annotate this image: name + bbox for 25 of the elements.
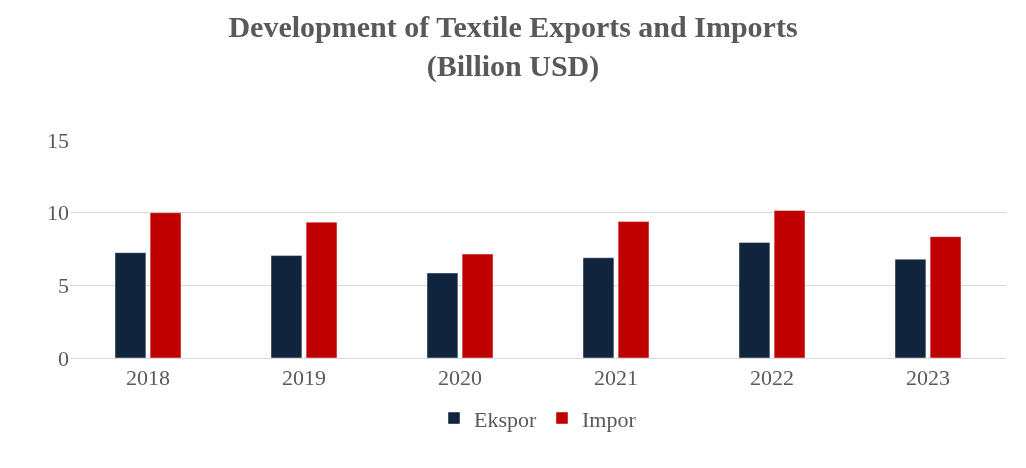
x-tick-label: 2018 <box>126 365 170 391</box>
bar <box>426 272 459 358</box>
y-tick-label: 15 <box>47 127 69 153</box>
y-tick-label: 10 <box>47 200 69 226</box>
bar <box>894 258 927 358</box>
y-tick-label: 0 <box>58 345 69 371</box>
legend-label: Impor <box>582 406 637 432</box>
chart-title: Development of Textile Exports and Imports (Billion USD) <box>228 10 798 84</box>
bar <box>929 236 962 358</box>
x-tick-label: 2019 <box>282 365 326 391</box>
x-tick-label: 2023 <box>906 365 950 391</box>
bar <box>305 221 338 358</box>
bar <box>773 210 806 358</box>
bar <box>149 212 182 358</box>
bar <box>582 257 615 358</box>
y-tick-label: 5 <box>58 273 69 299</box>
bar <box>114 252 147 358</box>
bar <box>461 253 494 358</box>
x-tick-label: 2020 <box>438 365 482 391</box>
bar <box>270 255 303 358</box>
x-tick-label: 2021 <box>594 365 638 391</box>
x-tick-label: 2022 <box>750 365 794 391</box>
bar <box>738 242 771 358</box>
bar <box>617 221 650 358</box>
legend-label: Ekspor <box>474 406 537 432</box>
